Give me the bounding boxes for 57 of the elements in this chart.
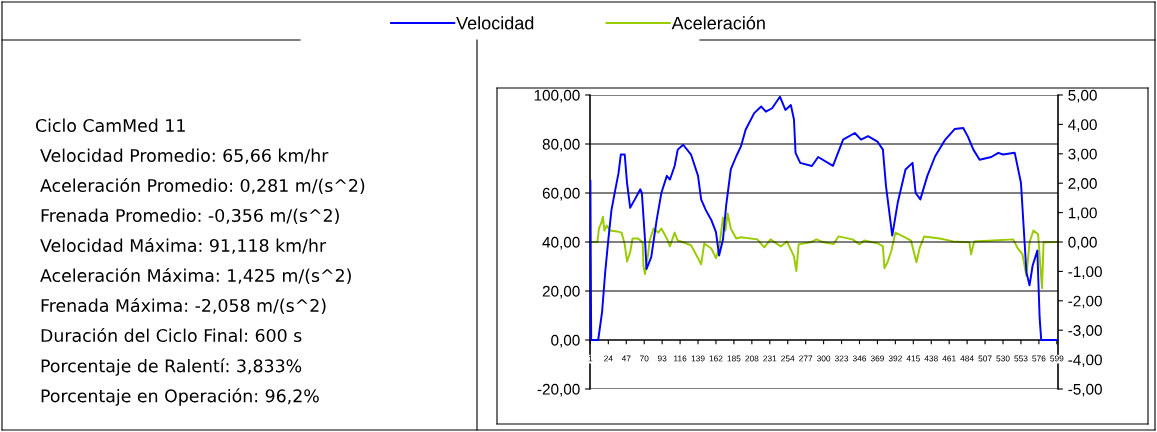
x-tick-label: 576 — [1032, 355, 1046, 362]
legend-label: Velocidad — [456, 16, 534, 30]
x-tick-label: 461 — [942, 355, 956, 362]
y2-tick-label: -2,00 — [1068, 295, 1102, 309]
y-tick-label: 20,00 — [542, 285, 580, 299]
x-tick-label: 346 — [852, 355, 867, 362]
y2-tick-label: 1,00 — [1068, 207, 1097, 221]
text: Ciclo CamMed 11 — [35, 118, 185, 133]
y2-tick-label: 3,00 — [1068, 148, 1097, 162]
x-tick-label: 208 — [745, 355, 759, 362]
text: Porcentaje en Operación: 96,2% — [41, 388, 319, 406]
y2-tick-label: -1,00 — [1068, 266, 1102, 279]
x-tick-label: 24 — [604, 355, 613, 362]
x-tick-label: 185 — [727, 355, 741, 362]
x-tick-label: 392 — [888, 355, 902, 362]
x-tick-label: 553 — [1014, 355, 1028, 362]
text: Velocidad Máxima: 91,118 km/hr — [40, 237, 327, 254]
x-tick-label: 300 — [816, 355, 831, 362]
y2-tick-label: -3,00 — [1068, 325, 1102, 338]
text: Porcentaje de Ralentí: 3,833% — [41, 358, 302, 376]
x-tick-label: 507 — [978, 355, 992, 362]
y-tick-label: 100,00 — [534, 89, 580, 103]
x-tick-label: 484 — [960, 355, 974, 362]
x-tick-label: 47 — [621, 355, 631, 362]
x-tick-label: 415 — [906, 355, 920, 362]
text: Frenada Máxima: -2,058 m/(s^2) — [41, 297, 326, 315]
y-tick-label: 60,00 — [542, 187, 580, 201]
y-tick-label: -20,00 — [537, 383, 580, 397]
y2-tick-label: 2,00 — [1068, 178, 1097, 191]
y-tick-label: 80,00 — [542, 138, 580, 152]
x-tick-label: 93 — [657, 355, 667, 362]
x-tick-label: 323 — [834, 355, 849, 362]
x-tick-label: 438 — [924, 355, 938, 362]
y2-tick-label: -5,00 — [1068, 383, 1102, 397]
text: Duración del Ciclo Final: 600 s — [41, 327, 302, 343]
y-tick-label: 40,00 — [542, 236, 580, 250]
text: Aceleración Promedio: 0,281 m/(s^2) — [40, 177, 365, 195]
x-tick-label: 1 — [588, 355, 593, 362]
y2-tick-label: 4,00 — [1068, 119, 1097, 132]
y2-tick-label: -4,00 — [1068, 354, 1102, 368]
x-tick-label: 277 — [799, 355, 813, 362]
y-tick-label: 0,00 — [551, 334, 580, 348]
x-tick-label: 162 — [709, 355, 723, 362]
x-tick-label: 139 — [691, 355, 705, 362]
x-tick-label: 254 — [781, 355, 795, 362]
x-tick-label: 369 — [870, 355, 884, 362]
y2-tick-label: 5,00 — [1068, 89, 1097, 103]
x-tick-label: 116 — [674, 355, 687, 362]
legend-label: Aceleración — [671, 16, 765, 30]
y2-tick-label: 0,00 — [1068, 236, 1097, 250]
text: Aceleración Máxima: 1,425 m/(s^2) — [40, 267, 351, 285]
x-tick-label: 599 — [1050, 355, 1064, 362]
x-tick-label: 530 — [996, 355, 1010, 362]
x-tick-label: 231 — [763, 355, 777, 362]
text: Frenada Promedio: -0,356 m/(s^2) — [41, 208, 339, 225]
x-tick-label: 70 — [640, 355, 649, 362]
text: Velocidad Promedio: 65,66 km/hr — [40, 148, 329, 164]
